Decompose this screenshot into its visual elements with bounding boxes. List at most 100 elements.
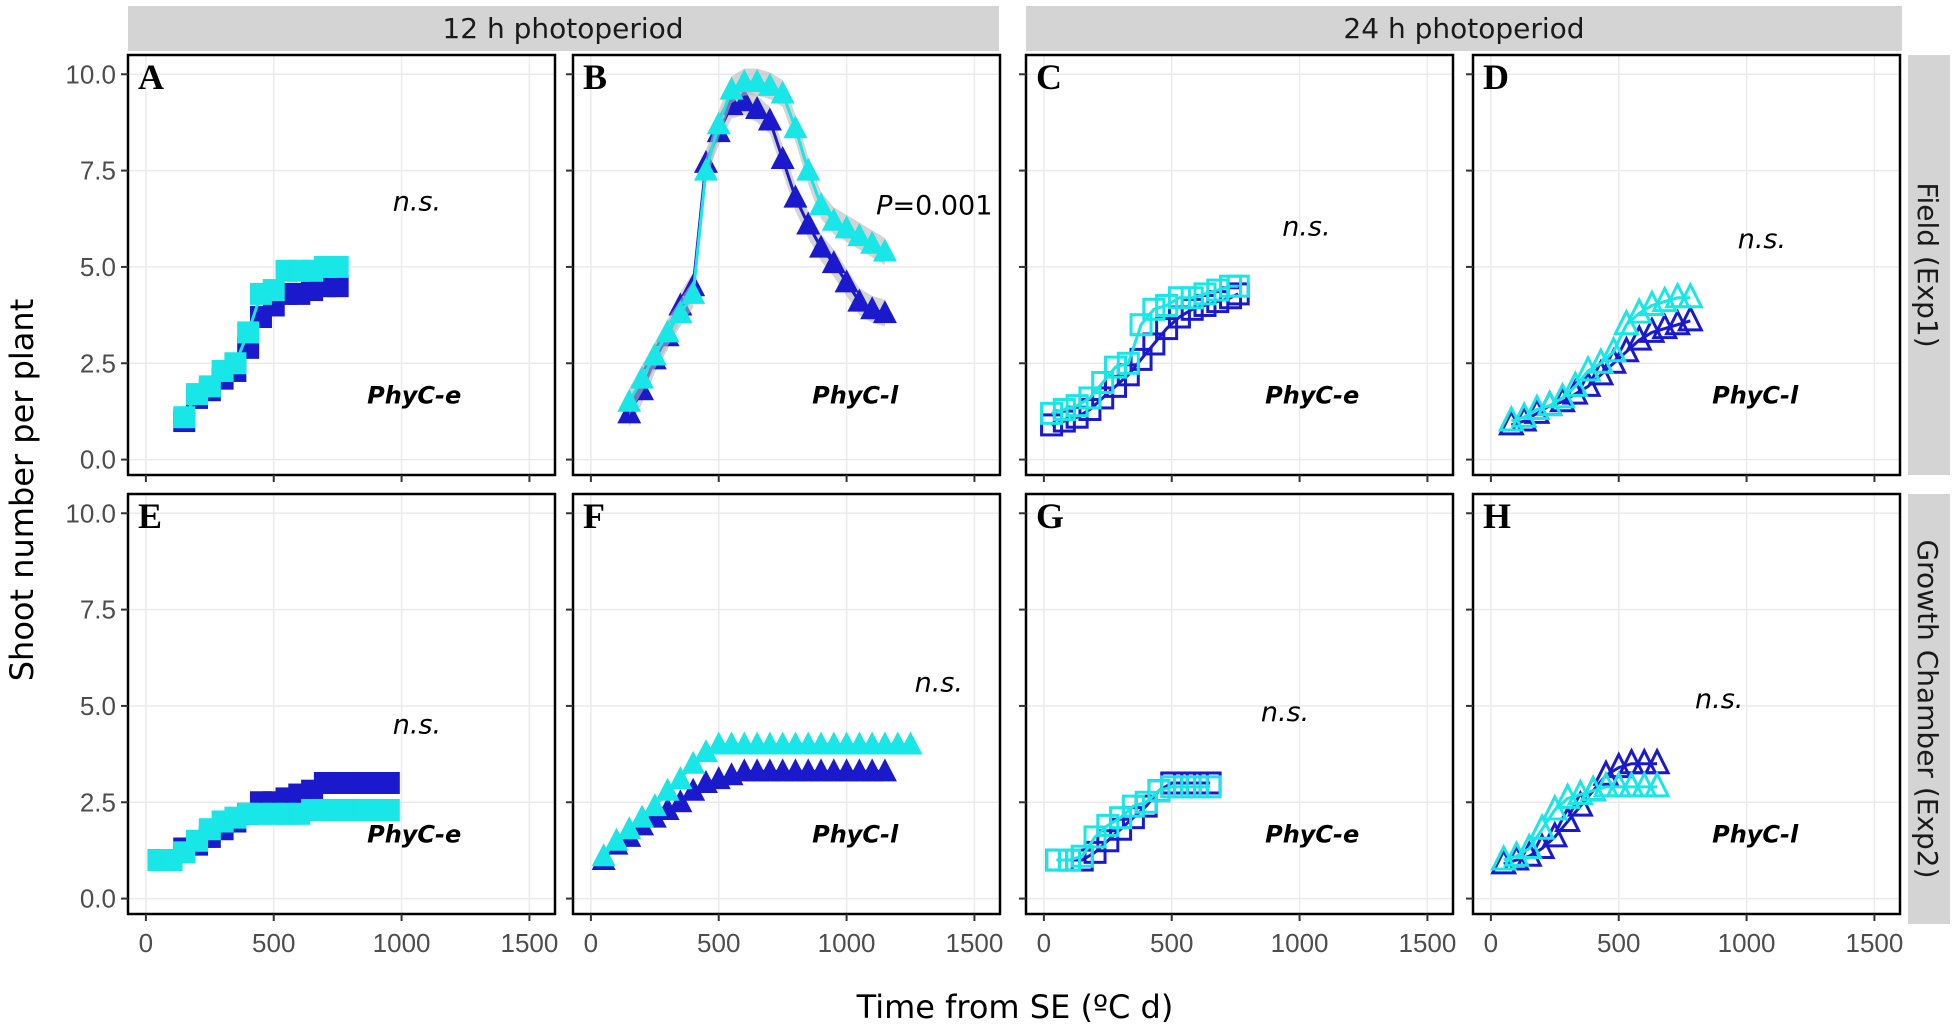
data-point [1503,839,1530,867]
data-point [719,76,744,100]
data-point [1630,770,1658,798]
data-point [1091,371,1115,395]
panel-letter: E [138,496,162,536]
panel-bg [1026,55,1453,475]
data-point [1155,317,1179,341]
data-point [693,157,718,181]
data-point [1142,297,1166,321]
data-point [1134,790,1158,814]
panel-H: H PhyC-l n.s. 0 500 1000 1500 [1466,492,1903,958]
x-tick-label: 1000 [1271,928,1329,958]
panel-border [571,53,1002,477]
series-line-cyan [1051,284,1239,415]
panel-C: C PhyC-e n.s. [1019,53,1455,482]
panel-A: A PhyC-e n.s. 0.0 2.5 5.0 7.5 10.0 [65,53,557,482]
y-tick-label: 2.5 [80,787,116,817]
data-point [1052,397,1076,421]
genotype-label: PhyC-e [367,821,461,849]
data-point [1185,775,1209,799]
data-point [796,157,821,181]
data-point [732,88,757,112]
genotype-label: PhyC-l [812,821,899,849]
data-point [898,731,923,755]
data-point [809,234,834,258]
panel-letter: A [138,57,164,97]
data-point [617,816,642,840]
x-tick-label: 1000 [818,928,876,958]
data-point [1078,386,1102,410]
panel-letter: F [583,496,605,536]
significance-label: n.s. [1282,212,1330,243]
data-point [783,115,808,139]
panel-border [1471,492,1902,916]
x-tick-label: 500 [697,928,740,958]
data-point [1198,775,1222,799]
x-tick-label: 1500 [946,928,1004,958]
data-point [821,207,846,231]
data-point [630,804,655,828]
data-point [847,288,872,312]
data-point [1160,775,1184,799]
panel-border [126,53,557,477]
panel-D: D PhyC-l n.s. [1466,53,1902,482]
data-point [591,843,616,867]
data-point [872,300,897,324]
data-point [834,269,859,293]
data-point [1096,813,1120,837]
strip-bg-field [1908,55,1950,475]
panel-letter: D [1483,57,1509,97]
y-tick-label: 0.0 [80,884,116,914]
data-point [1528,812,1556,840]
y-tick-label: 10.0 [65,59,116,89]
data-point [1129,313,1153,337]
y-axis-title: Shoot number per plant [3,299,41,682]
data-point [770,80,795,104]
data-point [668,789,693,813]
data-point [1676,304,1704,332]
significance-label: n.s. [1695,684,1743,715]
data-point [796,211,821,235]
x-tick-label: 500 [1597,928,1640,958]
genotype-label: PhyC-l [1712,382,1799,410]
data-point [630,365,655,389]
p-symbol: P [876,191,893,222]
data-point [745,95,770,119]
x-tick-label: 0 [1037,928,1051,958]
data-point [1510,400,1538,428]
data-point [872,238,897,262]
data-point [847,223,872,247]
strip-bg-24h [1026,6,1902,51]
data-point [262,279,285,302]
data-point [1103,355,1127,379]
y-tick-label: 5.0 [80,252,116,282]
data-point [604,827,629,851]
panel-border [571,492,1002,916]
panel-F: F PhyC-l n.s. 0 500 1000 1500 [566,492,1004,958]
series-line-cyan [1503,785,1658,862]
panel-border [1024,53,1455,477]
x-axis-title: Time from SE (ºC d) [856,988,1174,1026]
genotype-label: PhyC-l [812,382,899,410]
data-point [1070,844,1094,868]
data-point [668,766,693,790]
x-tick-label: 1000 [1718,928,1776,958]
data-point [783,184,808,208]
data-point [860,230,885,254]
genotype-label: PhyC-e [1265,821,1359,849]
data-point [377,771,400,794]
data-point [1040,413,1064,437]
panel-letter: G [1036,496,1064,536]
data-point [326,275,349,298]
data-point [693,739,718,763]
data-point [642,342,667,366]
data-point [1045,848,1069,872]
strip-label-12h: 12 h photoperiod [442,12,683,45]
data-point [668,300,693,324]
series-line-dark-blue [1056,781,1211,862]
data-point [706,111,731,135]
y-tick-label: 10.0 [65,498,116,528]
data-point [1083,825,1107,849]
panels-group: A PhyC-e n.s. 0.0 2.5 5.0 7.5 10.0 B PhyC-l P=0.00… [65,53,1903,958]
significance-label: n.s. [393,709,441,740]
